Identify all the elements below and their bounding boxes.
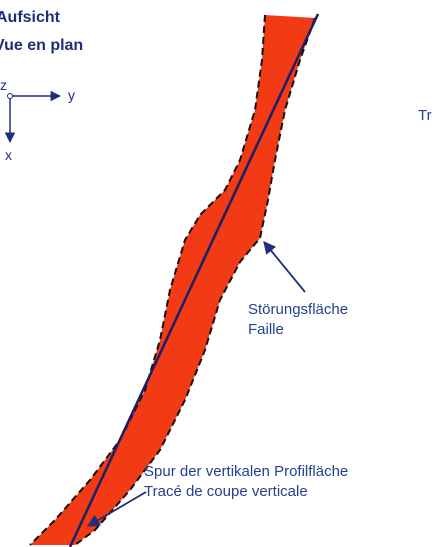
- fault-label-fr: Faille: [248, 321, 284, 338]
- fault-label-de: Störungsfläche: [248, 301, 348, 318]
- fault-arrow: [264, 242, 305, 292]
- trace-label-fr: Tracé de coupe verticale: [144, 483, 308, 500]
- z-axis-dot: [8, 94, 13, 99]
- x-label: x: [5, 147, 12, 163]
- trace-label-de: Spur der vertikalen Profilfläche: [144, 463, 348, 480]
- z-label: z: [0, 77, 7, 93]
- side-label: Tr: [418, 107, 432, 124]
- y-label: y: [68, 87, 75, 103]
- title-de: Aufsicht: [0, 9, 61, 26]
- title-fr: Vue en plan: [0, 37, 83, 54]
- diagram: Aufsicht Vue en plan z y x Tr Störungsfl…: [0, 0, 436, 547]
